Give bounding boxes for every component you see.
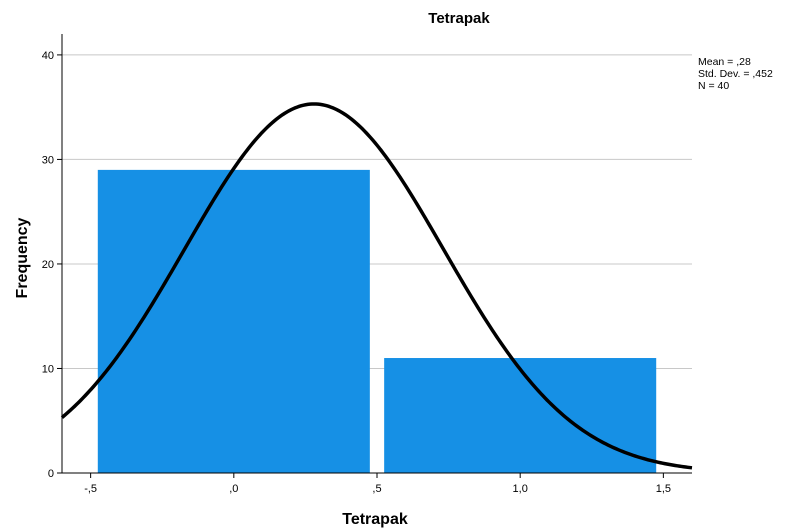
x-tick-label-2: ,5 [372,483,381,495]
y-tick-label-1: 10 [42,363,54,375]
x-tick-label-4: 1,5 [656,483,671,495]
stat-n: N = 40 [698,80,729,92]
bar-0 [97,169,370,473]
bars [97,169,657,473]
x-tick-label-3: 1,0 [513,483,528,495]
y-tick-label-2: 20 [42,259,54,271]
stat-std-dev: Std. Dev. = ,452 [698,68,773,80]
y-tick-labels: 0 10 20 30 40 [42,50,62,480]
stat-mean: Mean = ,28 [698,56,751,68]
x-axis-label: Tetrapak [342,511,408,528]
y-tick-label-0: 0 [48,468,54,480]
x-tick-labels: -,5 ,0 ,5 1,0 1,5 [84,473,671,495]
bar-1 [384,358,657,473]
x-tick-label-1: ,0 [229,483,238,495]
y-tick-label-3: 30 [42,154,54,166]
normal-curve [60,102,693,470]
y-tick-label-4: 40 [42,50,54,62]
y-axis-label: Frequency [14,217,31,298]
stats-legend: Mean = ,28 Std. Dev. = ,452 N = 40 [698,56,773,92]
chart-title: Tetrapak [428,10,490,27]
x-tick-label-0: -,5 [84,483,97,495]
